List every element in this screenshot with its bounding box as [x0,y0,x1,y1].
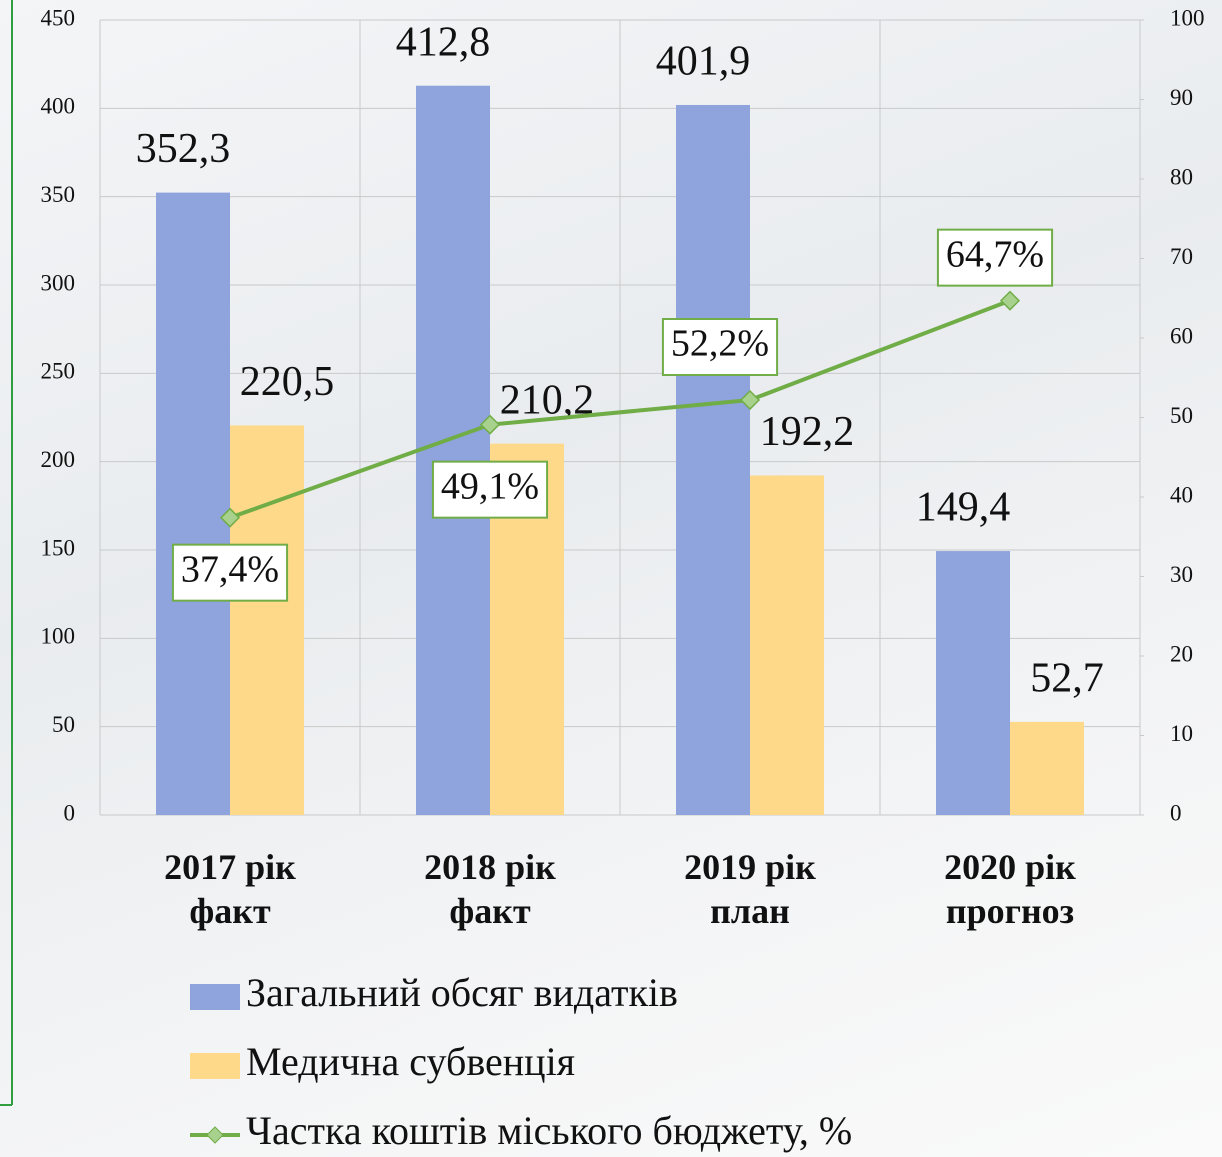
y2-tick-label: 70 [1170,244,1193,269]
bar [230,425,304,815]
legend-marker [207,1127,223,1143]
data-label-box: 52,2% [663,319,777,375]
line-marker [1001,292,1019,310]
y-tick-label: 50 [52,712,75,737]
y-tick-label: 350 [41,182,76,207]
y-tick-label: 0 [64,800,76,825]
bar [676,105,750,815]
data-label: 52,7 [1030,656,1104,702]
legend-label: Медична субвенція [246,1039,575,1084]
y-tick-label: 200 [41,447,76,472]
y2-tick-label: 30 [1170,562,1193,587]
x-tick-label: 2018 рік факт [360,845,620,933]
y2-tick-label: 10 [1170,721,1193,746]
data-label: 49,1% [441,465,539,507]
bar [750,475,824,815]
y2-tick-label: 20 [1170,641,1193,666]
legend-swatch [190,984,240,1010]
data-label: 149,4 [916,485,1011,531]
data-label: 352,3 [136,126,231,172]
data-label: 37,4% [181,548,279,590]
y-tick-label: 450 [41,5,76,30]
data-label-box: 64,7% [938,230,1052,286]
page: 0 50 100 150 200 250 300 350 400 450 0 10 20 30 40 50 60… [0,0,1222,1157]
y-tick-label: 400 [41,94,76,119]
x-tick-label: 2020 рік прогноз [880,845,1140,933]
x-tick-label: 2019 рік план [620,845,880,933]
data-label-box: 37,4% [173,545,287,601]
y-tick-label: 150 [41,535,76,560]
y-tick-label: 250 [41,359,76,384]
bar [936,551,1010,815]
y-tick-label: 300 [41,270,76,295]
chart: 0 50 100 150 200 250 300 350 400 450 0 10 20 30 40 50 60… [0,0,1222,1157]
y2-tick-label: 40 [1170,482,1193,507]
legend-label: Загальний обсяг видатків [246,970,678,1015]
data-label-box: 49,1% [433,462,547,518]
y2-tick-label: 50 [1170,403,1193,428]
data-label: 412,8 [396,19,491,65]
data-label: 52,2% [671,323,769,365]
legend-swatch [190,1053,240,1079]
y2-tick-label: 100 [1170,5,1205,30]
x-tick-label: 2017 рік факт [100,845,360,933]
bar [156,193,230,815]
bar [1010,722,1084,815]
data-label: 64,7% [946,233,1044,275]
y2-tick-label: 80 [1170,164,1193,189]
y2-tick-label: 60 [1170,323,1193,348]
legend-label: Частка коштів міського бюджету, % [246,1108,852,1153]
data-label: 192,2 [760,409,855,455]
y2-tick-label: 0 [1170,800,1182,825]
bar [416,86,490,815]
y2-tick-label: 90 [1170,85,1193,110]
data-label: 220,5 [240,359,335,405]
data-label: 401,9 [656,39,751,85]
y-tick-label: 100 [41,624,76,649]
